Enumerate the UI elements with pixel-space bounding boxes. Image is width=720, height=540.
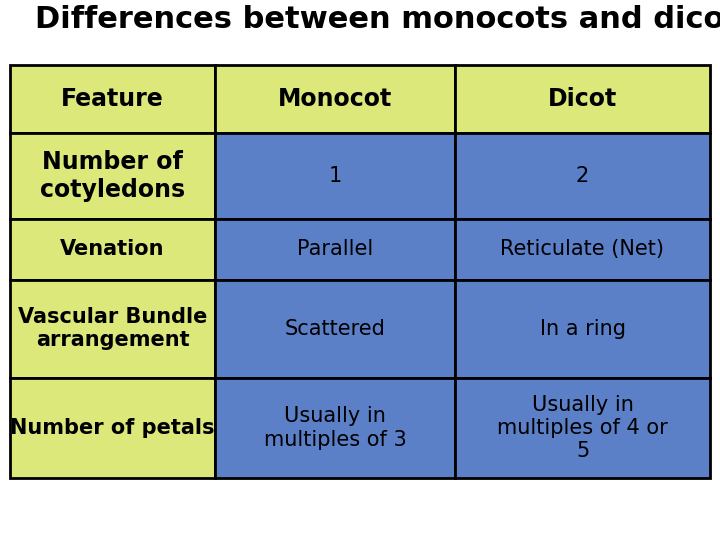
Bar [215,219,455,280]
Bar [215,133,455,219]
Text: Differences between monocots and dicots: Differences between monocots and dicots [35,5,720,35]
Bar [10,280,215,378]
Text: Monocot: Monocot [278,87,392,111]
Text: Usually in
multiples of 3: Usually in multiples of 3 [264,407,406,450]
Text: Parallel: Parallel [297,239,373,259]
Text: 2: 2 [576,166,589,186]
Text: Usually in
multiples of 4 or
5: Usually in multiples of 4 or 5 [497,395,668,461]
Bar [215,378,455,478]
Bar [215,65,455,133]
Text: Number of
cotyledons: Number of cotyledons [40,150,185,202]
Text: Vascular Bundle
arrangement: Vascular Bundle arrangement [18,307,207,350]
Text: In a ring: In a ring [539,319,626,339]
Bar [455,378,710,478]
Bar [455,280,710,378]
Bar [10,133,215,219]
Text: Number of petals: Number of petals [10,418,215,438]
Bar [10,65,215,133]
Bar [10,219,215,280]
Text: Scattered: Scattered [284,319,385,339]
Bar [215,280,455,378]
Text: Reticulate (Net): Reticulate (Net) [500,239,665,259]
Text: Feature: Feature [61,87,164,111]
Text: Venation: Venation [60,239,165,259]
Bar [455,219,710,280]
Text: Dicot: Dicot [548,87,617,111]
Bar [10,378,215,478]
Bar [455,133,710,219]
Bar [455,65,710,133]
Text: 1: 1 [328,166,341,186]
